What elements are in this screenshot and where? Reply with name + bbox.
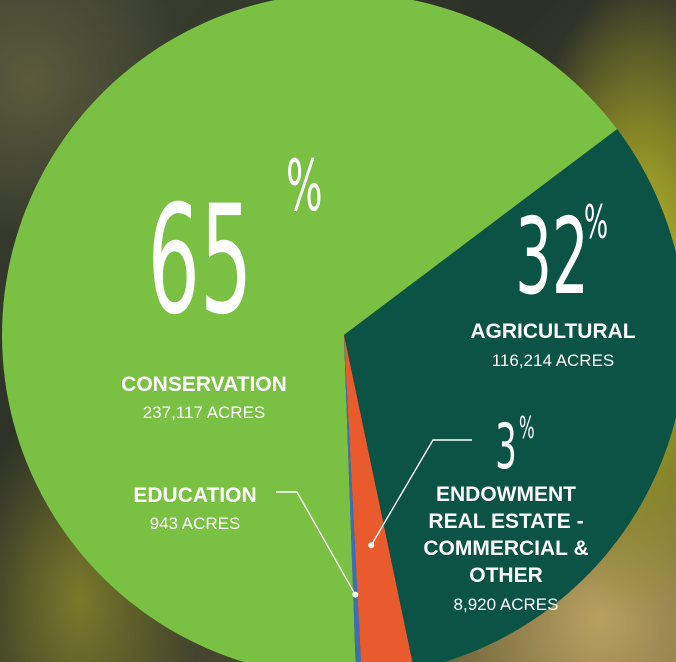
education-leader-line bbox=[276, 491, 356, 596]
agricultural-percent: 32 bbox=[515, 195, 588, 318]
conservation-label: CONSERVATION bbox=[121, 373, 287, 396]
endowment-label-line-4: OTHER bbox=[469, 564, 543, 587]
slice-agricultural bbox=[344, 129, 676, 662]
endowment-label-line-3: COMMERCIAL & bbox=[423, 537, 588, 560]
endowment-percent-sign: % bbox=[519, 411, 535, 446]
slice-conservation bbox=[2, 0, 618, 662]
endowment-percent: 3 bbox=[495, 411, 517, 483]
education-label: EDUCATION bbox=[133, 484, 256, 507]
education-acres: 943 ACRES bbox=[150, 514, 241, 533]
endowment-acres: 8,920 ACRES bbox=[454, 595, 559, 614]
endowment-label-line-2: REAL ESTATE - bbox=[428, 510, 583, 533]
endowment-label-line-1: ENDOWMENT bbox=[436, 483, 576, 506]
conservation-percent: 65 bbox=[148, 173, 253, 348]
endowment-leader-line bbox=[370, 439, 472, 546]
conservation-acres: 237,117 ACRES bbox=[143, 403, 266, 422]
agricultural-acres: 116,214 ACRES bbox=[492, 351, 615, 370]
agricultural-label: AGRICULTURAL bbox=[470, 320, 635, 343]
slice-endowment bbox=[344, 335, 413, 662]
conservation-percent-sign: % bbox=[286, 147, 323, 228]
agricultural-percent-sign: % bbox=[584, 196, 608, 249]
endowment-leader-dot bbox=[368, 542, 375, 549]
education-leader-dot bbox=[352, 591, 359, 598]
